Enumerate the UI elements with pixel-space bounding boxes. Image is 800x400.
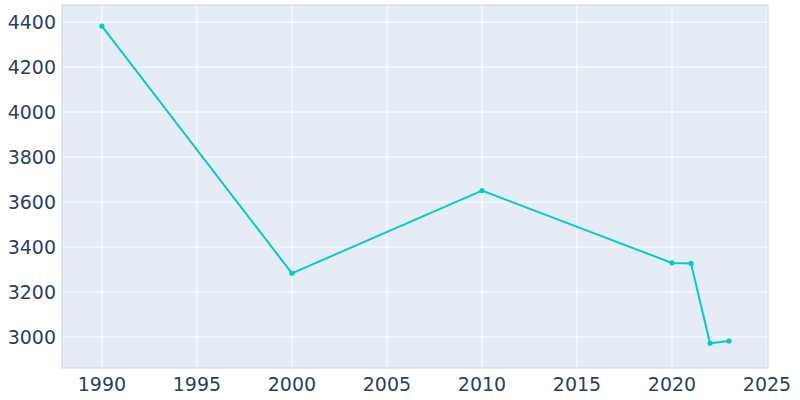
x-tick-label: 2020 <box>648 373 696 395</box>
x-grid-line <box>196 5 197 368</box>
plot-frame <box>62 5 768 368</box>
plot-background <box>62 5 768 368</box>
series <box>99 24 731 346</box>
y-tick-label: 3800 <box>8 146 56 168</box>
marker <box>707 341 712 346</box>
grid <box>62 5 768 368</box>
x-grid-line <box>386 5 387 368</box>
y-grid-line <box>62 336 768 337</box>
marker <box>726 338 731 343</box>
marker <box>289 271 294 276</box>
x-tick-label: 2000 <box>268 373 316 395</box>
x-tick-label: 1995 <box>173 373 221 395</box>
x-grid-line <box>672 5 673 368</box>
x-tick-label: 2025 <box>743 373 791 395</box>
y-grid-line <box>62 22 768 23</box>
y-grid-line <box>62 157 768 158</box>
marker <box>479 188 484 193</box>
marker <box>99 24 104 29</box>
y-tick-label: 3000 <box>8 326 56 348</box>
x-grid-line <box>481 5 482 368</box>
marker <box>669 260 674 265</box>
x-tick-label: 1990 <box>78 373 126 395</box>
x-grid-line <box>767 5 768 368</box>
y-tick-label: 3200 <box>8 281 56 303</box>
chart: 3000 3200 3400 3600 3800 4000 4200 4400 1990 1995… <box>0 0 800 400</box>
x-tick-label: 2005 <box>363 373 411 395</box>
y-grid-line <box>62 247 768 248</box>
y-tick-label: 4400 <box>8 11 56 33</box>
x-tick-label: 2010 <box>458 373 506 395</box>
x-grid-line <box>291 5 292 368</box>
y-tick-label: 3400 <box>8 236 56 258</box>
y-tick-label: 4000 <box>8 101 56 123</box>
y-grid-line <box>62 202 768 203</box>
marker <box>688 261 693 266</box>
x-grid-line <box>101 5 102 368</box>
line <box>102 26 729 343</box>
y-grid-line <box>62 291 768 292</box>
y-tick-label: 3600 <box>8 191 56 213</box>
chart-holder: 3000 3200 3400 3600 3800 4000 4200 4400 1990 1995… <box>0 0 800 400</box>
x-grid-line <box>577 5 578 368</box>
y-tick-label: 4200 <box>8 56 56 78</box>
y-grid-line <box>62 67 768 68</box>
x-tick-label: 2015 <box>553 373 601 395</box>
